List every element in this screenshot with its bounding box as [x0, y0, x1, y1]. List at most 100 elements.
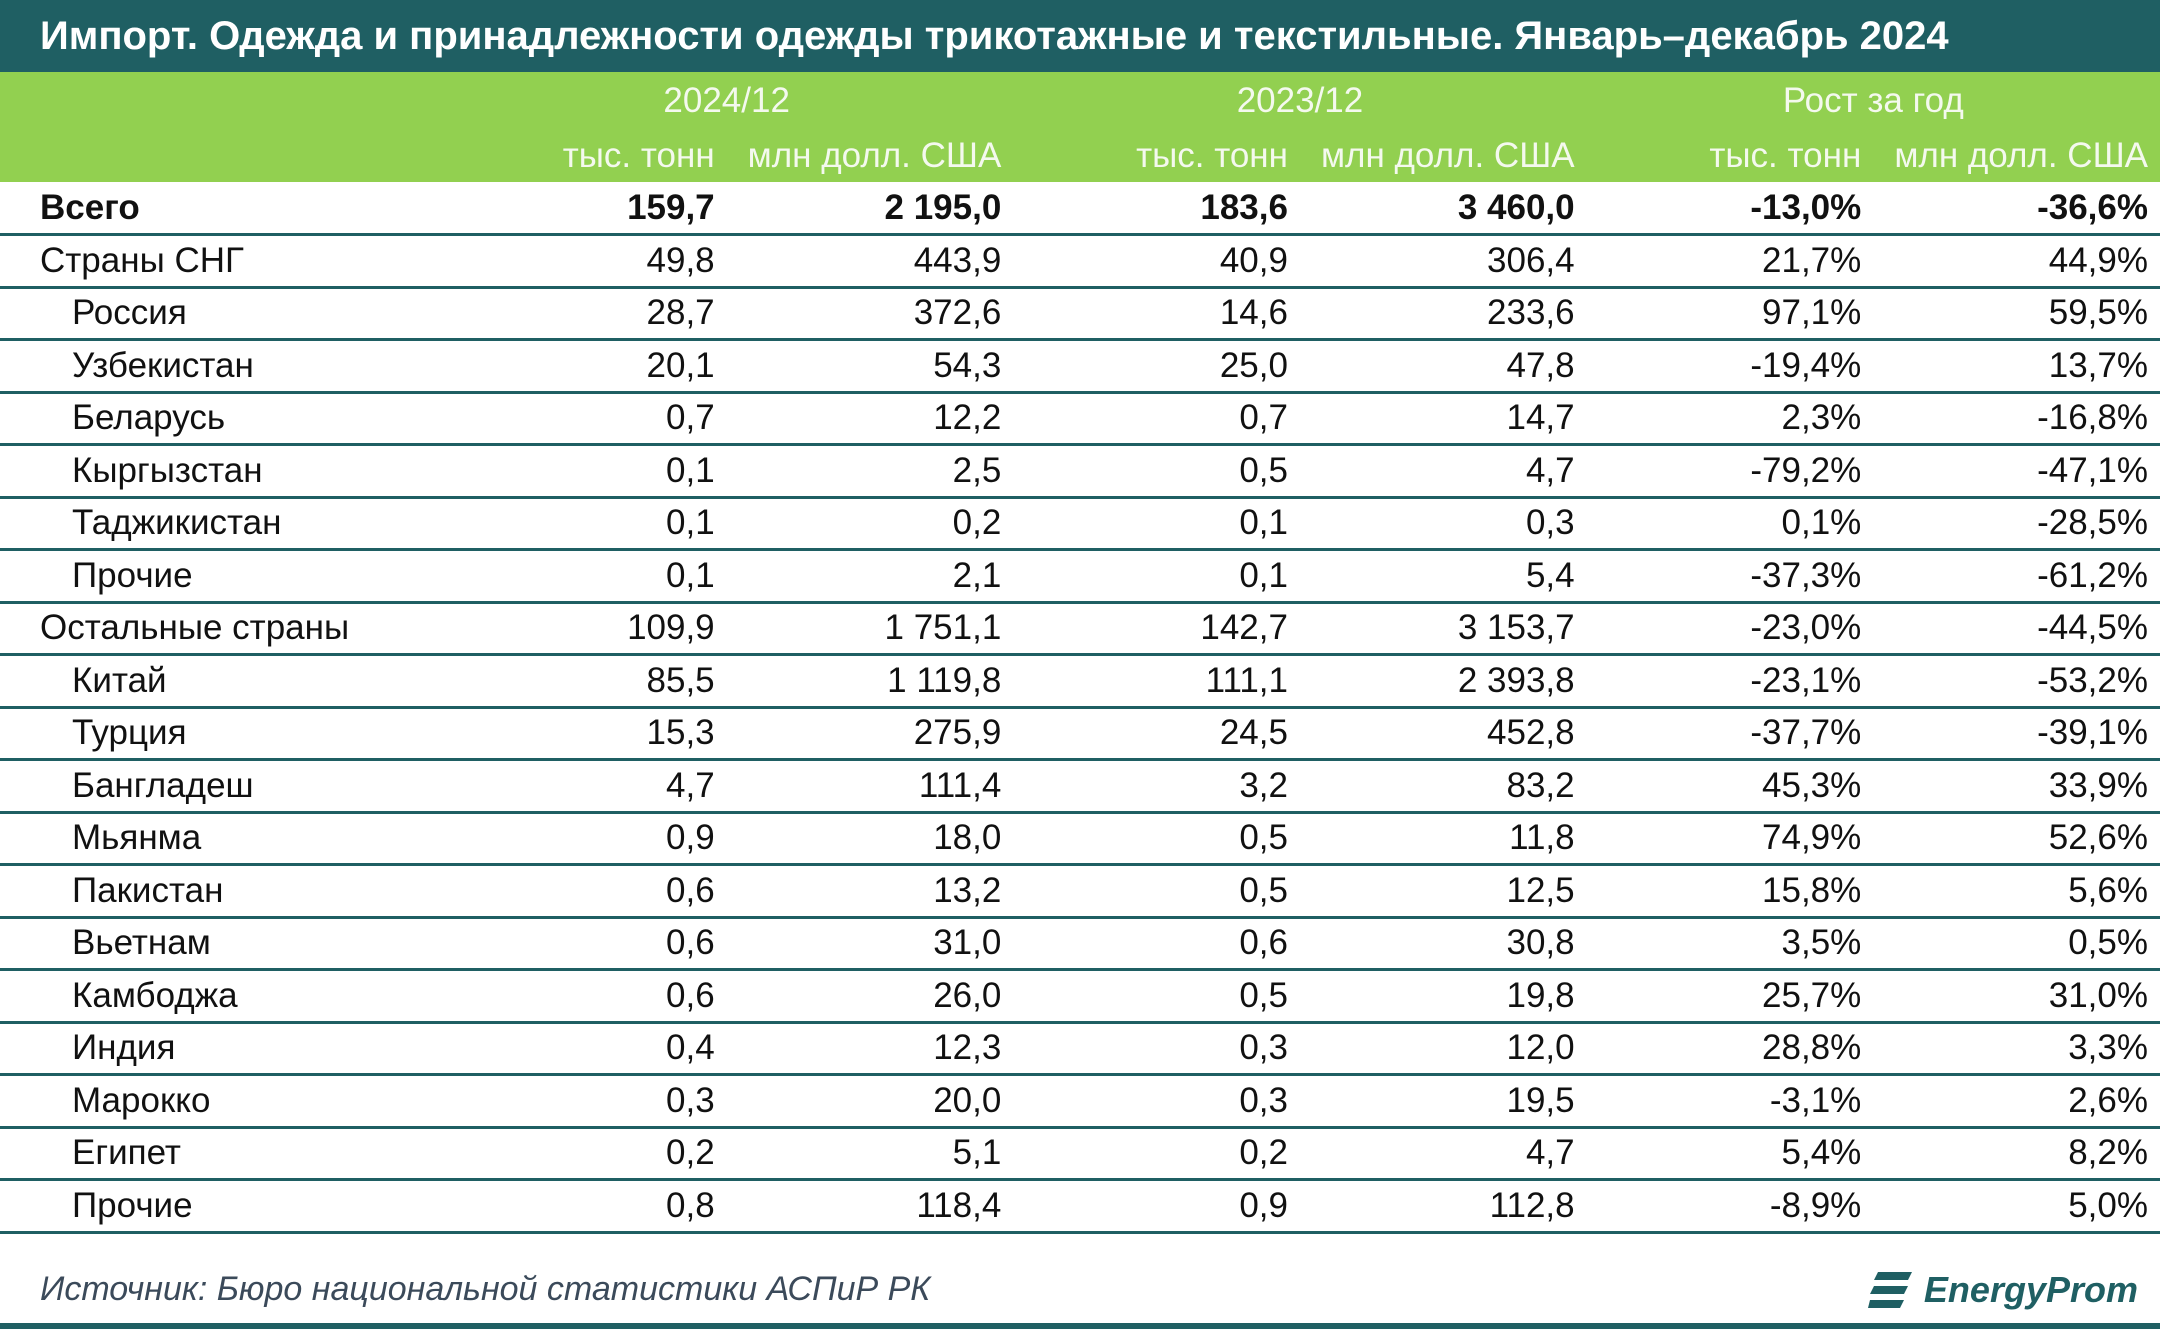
cell-value: 74,9% — [1586, 812, 1874, 866]
cell-value: 15,8% — [1586, 864, 1874, 919]
cell-value: 0,1 — [1013, 549, 1300, 604]
cell-value: 4,7 — [1299, 444, 1587, 499]
header-corner — [0, 72, 440, 130]
cell-value: -39,1% — [1873, 707, 2160, 761]
row-label: Всего — [0, 182, 440, 236]
cell-value: 0,5 — [1013, 812, 1300, 866]
cell-value: 159,7 — [440, 182, 727, 236]
cell-value: 109,9 — [440, 602, 727, 656]
cell-value: 26,0 — [726, 969, 1014, 1024]
cell-value: 11,8 — [1299, 812, 1587, 866]
cell-value: 0,7 — [440, 392, 727, 446]
cell-value: 83,2 — [1299, 759, 1587, 814]
cell-value: 5,0% — [1873, 1179, 2160, 1234]
cell-value: -8,9% — [1586, 1179, 1874, 1234]
cell-value: 2,6% — [1873, 1074, 2160, 1129]
cell-value: 97,1% — [1586, 287, 1874, 341]
cell-value: 0,2 — [726, 497, 1014, 551]
header-group-2024: 2024/12 — [440, 72, 1014, 130]
table-row: Пакистан 0,6 13,2 0,5 12,5 15,8% 5,6% — [0, 864, 2160, 919]
cell-value: -36,6% — [1873, 182, 2160, 236]
row-label: Китай — [0, 654, 440, 709]
row-label: Пакистан — [0, 864, 440, 919]
cell-value: 0,1 — [1013, 497, 1300, 551]
table-row: Прочие 0,8 118,4 0,9 112,8 -8,9% 5,0% — [0, 1179, 2160, 1234]
row-label: Египет — [0, 1127, 440, 1181]
cell-value: 0,5 — [1013, 969, 1300, 1024]
cell-value: 52,6% — [1873, 812, 2160, 866]
row-label: Таджикистан — [0, 497, 440, 551]
cell-value: -13,0% — [1586, 182, 1874, 236]
cell-value: 1 119,8 — [726, 654, 1014, 709]
cell-value: -37,3% — [1586, 549, 1874, 604]
cell-value: 111,1 — [1013, 654, 1300, 709]
row-label: Беларусь — [0, 392, 440, 446]
logo-text: EnergyProm — [1923, 1269, 2138, 1310]
cell-value: 0,9 — [1013, 1179, 1300, 1234]
table-row: Беларусь 0,7 12,2 0,7 14,7 2,3% -16,8% — [0, 392, 2160, 446]
cell-value: 14,7 — [1299, 392, 1587, 446]
cell-value: 3,5% — [1586, 917, 1874, 971]
row-label: Вьетнам — [0, 917, 440, 971]
cell-value: 5,1 — [726, 1127, 1014, 1181]
cell-value: 28,8% — [1586, 1022, 1874, 1076]
cell-value: 0,1 — [440, 497, 727, 551]
cell-value: 443,9 — [726, 234, 1014, 289]
cell-value: 30,8 — [1299, 917, 1587, 971]
cell-value: -37,7% — [1586, 707, 1874, 761]
table-title: Импорт. Одежда и принадлежности одежды т… — [0, 0, 2160, 72]
row-label: Прочие — [0, 1179, 440, 1234]
cell-value: 12,0 — [1299, 1022, 1587, 1076]
cell-value: 5,4% — [1586, 1127, 1874, 1181]
cell-value: 0,6 — [1013, 917, 1300, 971]
cell-value: 59,5% — [1873, 287, 2160, 341]
cell-value: 13,7% — [1873, 339, 2160, 394]
cell-value: -28,5% — [1873, 497, 2160, 551]
cell-value: 4,7 — [1299, 1127, 1587, 1181]
cell-value: 1 751,1 — [726, 602, 1014, 656]
row-label: Узбекистан — [0, 339, 440, 394]
cell-value: 19,5 — [1299, 1074, 1587, 1129]
cell-value: 12,3 — [726, 1022, 1014, 1076]
table-row: Страны СНГ 49,8 443,9 40,9 306,4 21,7% 44,9% — [0, 234, 2160, 289]
header-group-2023: 2023/12 — [1013, 72, 1587, 130]
table-row: Всего 159,7 2 195,0 183,6 3 460,0 -13,0% -36,6… — [0, 182, 2160, 236]
cell-value: 452,8 — [1299, 707, 1587, 761]
cell-value: 0,3 — [1013, 1022, 1300, 1076]
cell-value: 25,0 — [1013, 339, 1300, 394]
cell-value: 28,7 — [440, 287, 727, 341]
footer: Источник: Бюро национальной статистики А… — [0, 1260, 2160, 1329]
cell-value: 118,4 — [726, 1179, 1014, 1234]
energyprom-logo: EnergyProm — [1867, 1266, 2138, 1314]
row-label: Россия — [0, 287, 440, 341]
row-label: Камбоджа — [0, 969, 440, 1024]
cell-value: 5,6% — [1873, 864, 2160, 919]
cell-value: 0,2 — [1013, 1127, 1300, 1181]
cell-value: 0,1 — [440, 444, 727, 499]
cell-value: 5,4 — [1299, 549, 1587, 604]
cell-value: -53,2% — [1873, 654, 2160, 709]
row-label: Индия — [0, 1022, 440, 1076]
header-corner-sub — [0, 130, 440, 182]
cell-value: 3 153,7 — [1299, 602, 1587, 656]
cell-value: -61,2% — [1873, 549, 2160, 604]
cell-value: 15,3 — [440, 707, 727, 761]
table-row: Таджикистан 0,1 0,2 0,1 0,3 0,1% -28,5% — [0, 497, 2160, 551]
cell-value: 3 460,0 — [1299, 182, 1587, 236]
cell-value: 0,3 — [1299, 497, 1587, 551]
cell-value: 0,8 — [440, 1179, 727, 1234]
cell-value: 20,0 — [726, 1074, 1014, 1129]
cell-value: 31,0 — [726, 917, 1014, 971]
cell-value: 2 393,8 — [1299, 654, 1587, 709]
cell-value: 49,8 — [440, 234, 727, 289]
row-label: Мьянма — [0, 812, 440, 866]
cell-value: 0,9 — [440, 812, 727, 866]
table-row: Марокко 0,3 20,0 0,3 19,5 -3,1% 2,6% — [0, 1074, 2160, 1129]
header-unit: тыс. тонн — [1013, 130, 1300, 182]
header-unit: млн долл. США — [726, 130, 1014, 182]
cell-value: 18,0 — [726, 812, 1014, 866]
table-row: Камбоджа 0,6 26,0 0,5 19,8 25,7% 31,0% — [0, 969, 2160, 1024]
energyprom-logo-icon — [1867, 1272, 1912, 1308]
header-unit: млн долл. США — [1299, 130, 1587, 182]
